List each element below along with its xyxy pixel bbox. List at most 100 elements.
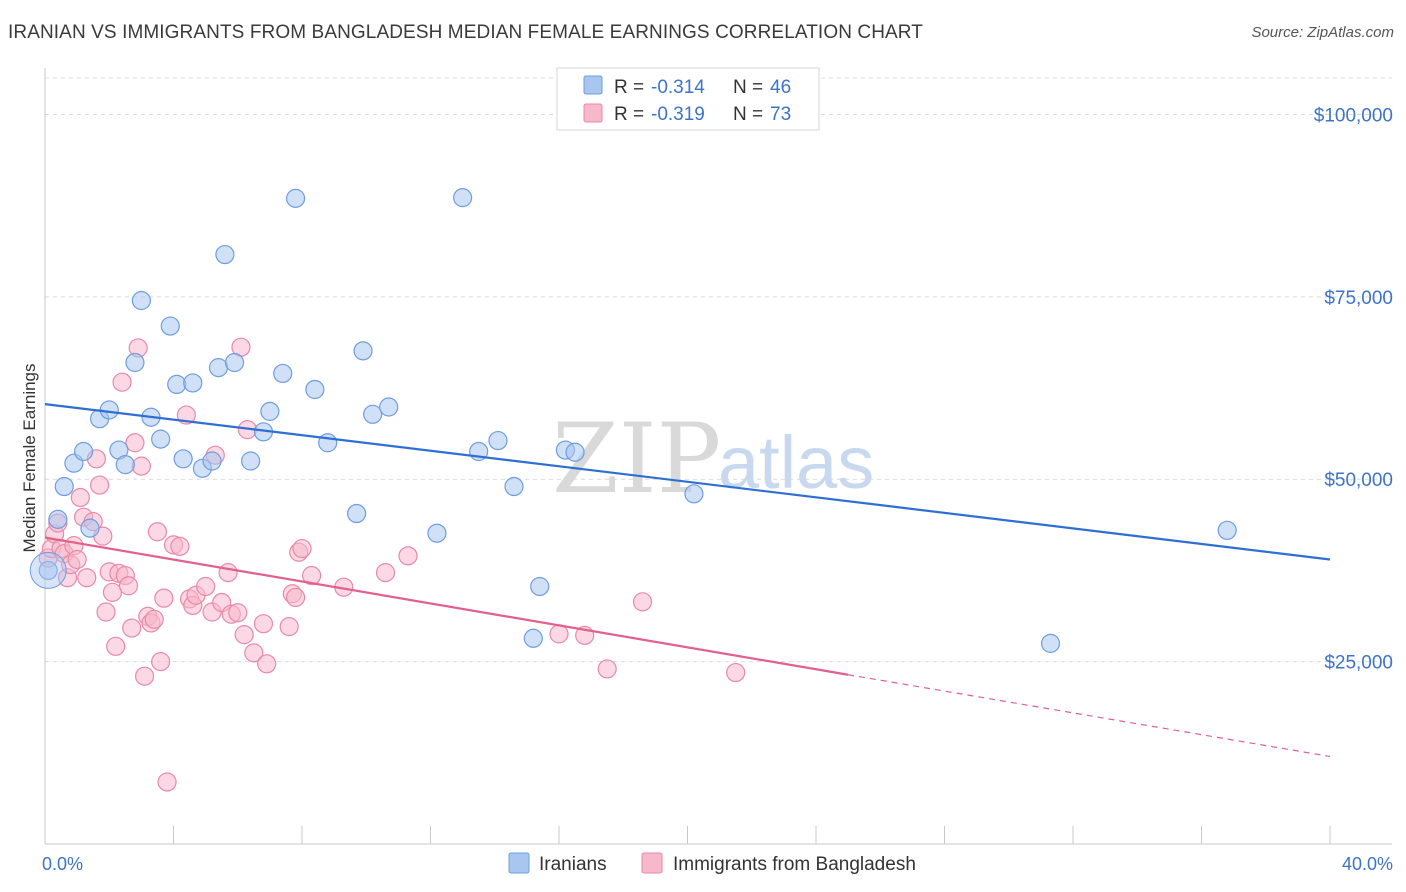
bangladesh-point-65: [549, 624, 569, 644]
iranians-point-large: [29, 551, 67, 589]
legend-n-label-iranians: N =: [733, 77, 763, 98]
axes: [44, 68, 1392, 845]
legend-swatch-bangladesh: [583, 103, 603, 123]
iranians-point-43: [684, 484, 704, 504]
iranians-point-0: [38, 560, 58, 581]
legend-swatch-iranians: [583, 75, 603, 95]
legend-r-value-bangladesh: -0.319: [651, 104, 705, 125]
iranians-point-40: [530, 576, 550, 597]
bangladesh-point-24: [118, 576, 139, 596]
bangladesh-point-43: [196, 576, 216, 597]
bangladesh-point-20: [106, 636, 126, 656]
iranians-point-25: [260, 401, 280, 421]
iranians-point-42: [565, 442, 585, 462]
iranians-point-22: [224, 352, 245, 373]
bangladesh-point-10: [70, 487, 90, 508]
bangladesh-point-29: [134, 666, 155, 686]
iranians-point-19: [202, 451, 222, 471]
iranians-point-13: [151, 429, 171, 449]
bangladesh-point-22: [112, 372, 132, 392]
chart-title: IRANIAN VS IMMIGRANTS FROM BANGLADESH ME…: [8, 22, 923, 43]
bangladesh-point-60: [292, 538, 312, 559]
bangladesh-point-25: [122, 618, 142, 638]
bangladesh-point-68: [632, 592, 653, 612]
bottom-legend: Iranians Immigrants from Bangladesh: [508, 852, 916, 875]
y-tick-label-2: $75,000: [1324, 288, 1393, 309]
iranians-point-27: [285, 188, 306, 208]
legend-n-value-bangladesh: 73: [770, 104, 791, 125]
y-axis-label: Median Female Earnings: [20, 364, 39, 553]
legend-n-label-bangladesh: N =: [733, 104, 763, 125]
bottom-legend-swatch-bangladesh: [641, 852, 663, 874]
x-tick-label-0: 0.0%: [42, 854, 83, 874]
iranians-point-35: [453, 188, 473, 208]
trend-line-bangladesh: [44, 536, 849, 676]
bangladesh-point-26: [125, 433, 145, 453]
iranians-point-14: [160, 316, 180, 336]
bangladesh-point-51: [234, 625, 254, 645]
bottom-legend-label-iranians: Iranians: [539, 854, 607, 875]
iranians-point-20: [208, 358, 229, 378]
bangladesh-point-12: [77, 568, 97, 588]
iranians-point-33: [379, 397, 399, 417]
iranians-point-23: [241, 451, 261, 471]
iranians-point-11: [131, 290, 151, 311]
iranians-point-30: [347, 503, 367, 524]
series-iranians-points: [29, 188, 1237, 653]
grid-lines: [45, 77, 1392, 663]
iranians-point-28: [305, 379, 325, 400]
bangladesh-point-53: [244, 643, 264, 663]
bangladesh-point-15: [90, 475, 110, 495]
iranians-point-45: [1217, 520, 1237, 540]
bangladesh-point-9: [67, 549, 87, 570]
y-tick-label-1: $50,000: [1324, 470, 1393, 491]
bangladesh-point-36: [157, 772, 177, 792]
iranians-point-44: [1040, 633, 1061, 653]
iranians-point-34: [427, 523, 447, 543]
iranians-point-26: [273, 363, 293, 384]
iranians-point-39: [523, 628, 543, 648]
bangladesh-point-55: [257, 654, 277, 674]
bangladesh-point-38: [170, 536, 190, 556]
bottom-legend-swatch-iranians: [508, 852, 530, 874]
bangladesh-point-33: [147, 522, 168, 542]
trend-line-iranians: [44, 403, 1331, 561]
iranians-point-31: [353, 341, 373, 361]
iranians-point-9: [115, 455, 135, 475]
watermark-atlas: atlas: [718, 421, 874, 504]
bangladesh-point-67: [597, 659, 617, 679]
bangladesh-point-49: [228, 603, 248, 623]
iranians-point-1: [48, 509, 68, 529]
bangladesh-point-61: [302, 565, 322, 586]
iranians-point-21: [215, 244, 235, 265]
bangladesh-point-34: [151, 652, 171, 672]
y-tick-labels: $25,000 $50,000 $75,000 $100,000: [1314, 105, 1393, 673]
trend-line-bangladesh-extension: [848, 674, 1331, 758]
bangladesh-point-54: [253, 614, 274, 634]
trend-lines: [44, 403, 1331, 758]
iranians-point-10: [125, 352, 145, 373]
bangladesh-point-35: [154, 588, 174, 608]
legend-r-label-bangladesh: R =: [614, 104, 644, 125]
bottom-legend-label-bangladesh: Immigrants from Bangladesh: [673, 854, 916, 875]
y-tick-label-3: $100,000: [1314, 105, 1393, 126]
iranians-point-15: [167, 374, 187, 394]
bangladesh-point-17: [96, 602, 116, 622]
legend-r-label-iranians: R =: [614, 77, 644, 98]
source-label: Source: ZipAtlas.com: [1251, 24, 1394, 41]
bangladesh-point-69: [726, 662, 746, 683]
y-tick-label-0: $25,000: [1324, 653, 1393, 674]
legend-n-value-iranians: 46: [770, 77, 791, 98]
legend-r-value-iranians: -0.314: [651, 77, 705, 98]
iranians-point-17: [183, 373, 203, 393]
iranians-point-16: [173, 449, 193, 469]
bangladesh-point-56: [279, 617, 299, 637]
bangladesh-point-58: [285, 587, 306, 608]
iranians-point-32: [363, 404, 383, 424]
x-tick-label-1: 40.0%: [1342, 854, 1393, 874]
bangladesh-point-64: [398, 546, 418, 566]
bangladesh-point-19: [102, 582, 123, 602]
iranians-point-4: [73, 441, 94, 462]
bangladesh-point-47: [218, 563, 238, 583]
